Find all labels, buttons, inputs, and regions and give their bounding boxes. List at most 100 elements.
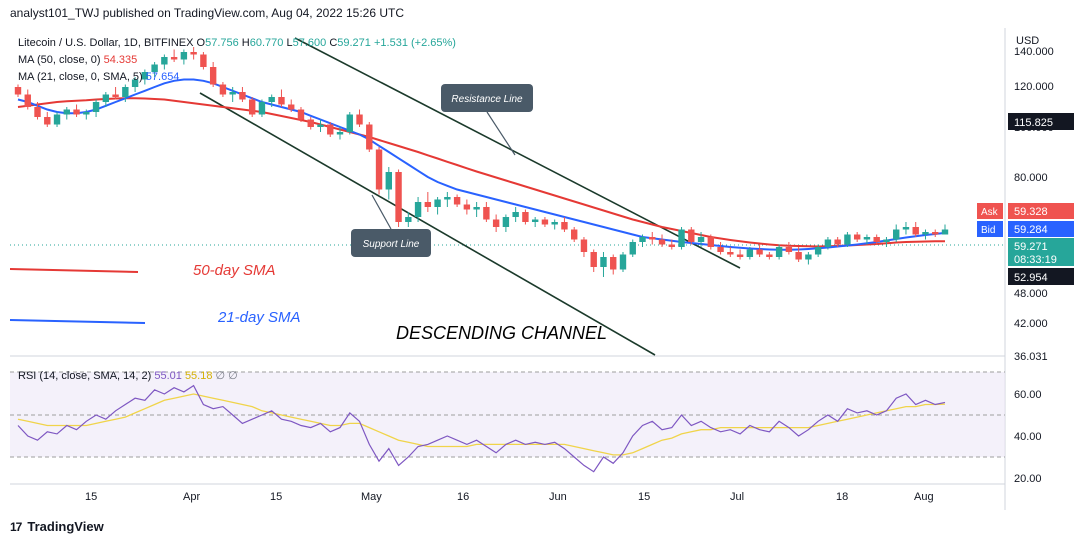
time-tick: 15 (638, 491, 650, 503)
candle-body (444, 197, 451, 200)
candle-body (736, 254, 744, 257)
candle-body (190, 52, 197, 55)
candle-body (63, 109, 70, 115)
candle (502, 214, 510, 232)
candle (288, 99, 295, 112)
candle (278, 89, 285, 107)
candle-body (112, 94, 119, 97)
rsi-lines (17, 384, 946, 473)
rsi-legend: RSI (14, close, SMA, 14, 2) 55.01 55.18 … (18, 370, 238, 382)
candle (814, 244, 822, 257)
candle (44, 112, 51, 127)
candle-body (678, 229, 685, 247)
candle-body (551, 222, 558, 225)
candle-body (209, 67, 217, 85)
candle (639, 234, 646, 247)
candle (112, 87, 119, 100)
sma21-annotation: 21-day SMA (217, 309, 301, 326)
rsi-tick-60: 60.00 (1014, 389, 1042, 401)
candle-body (639, 237, 646, 242)
support-callout[interactable]: Support Line (351, 194, 431, 257)
candle (346, 112, 353, 135)
channel-annotation: DESCENDING CHANNEL (396, 323, 607, 343)
time-tick: Aug (914, 491, 934, 503)
candle (551, 219, 558, 230)
candle (746, 247, 754, 260)
candle (190, 47, 197, 60)
candle-body (336, 132, 344, 135)
candle (766, 252, 773, 260)
candle-body (131, 79, 139, 87)
candle (297, 107, 305, 122)
candle-body (424, 202, 432, 207)
candle-body (668, 244, 675, 247)
candle (736, 249, 744, 260)
support-trendline[interactable] (199, 92, 656, 356)
candle (590, 249, 597, 272)
candle (863, 234, 871, 245)
candle-body (405, 217, 412, 222)
footer-brand[interactable]: 17 TradingView (10, 519, 104, 534)
candle-body (902, 227, 910, 230)
candle (932, 229, 939, 237)
candle (366, 122, 373, 152)
candle (53, 112, 61, 127)
svg-text:59.328: 59.328 (1014, 206, 1048, 218)
candle (463, 199, 471, 215)
candle-body (893, 229, 900, 240)
candle (893, 224, 900, 242)
candle (92, 99, 100, 117)
candle (453, 194, 461, 207)
candle-body (619, 254, 627, 270)
candle-body (385, 172, 392, 190)
ma-price-tag: 52.954 (1008, 268, 1074, 285)
candle-body (492, 219, 500, 227)
candle (805, 252, 812, 265)
candle-body (327, 124, 334, 135)
candle (844, 232, 851, 247)
bid-tag: Bid 59.284 (977, 221, 1074, 237)
candle (248, 97, 256, 117)
candle (531, 217, 539, 227)
svg-text:52.954: 52.954 (1014, 272, 1048, 284)
candle-body (600, 257, 607, 267)
candle-body (863, 237, 871, 240)
candle-body (707, 237, 715, 247)
candle (619, 252, 627, 272)
candle (873, 234, 880, 245)
candle (444, 192, 451, 207)
candle (668, 239, 675, 250)
candle (356, 109, 363, 127)
candle-body (239, 92, 246, 100)
support-callout-label: Support Line (363, 239, 420, 250)
candle (327, 122, 334, 137)
candle (541, 217, 549, 227)
candle-body (297, 109, 305, 120)
candle-body (483, 207, 490, 220)
candle (717, 242, 724, 255)
candle (649, 232, 656, 245)
candle (73, 104, 80, 117)
candle-body (512, 212, 519, 217)
candle-body (122, 87, 129, 97)
candle (307, 117, 314, 130)
candle-body (717, 247, 724, 252)
candle-body (775, 247, 783, 257)
candle (141, 69, 149, 85)
candle (229, 87, 236, 102)
candle (785, 242, 793, 255)
candle-body (473, 207, 480, 210)
candle (775, 244, 783, 260)
symbol-label: Litecoin / U.S. Dollar, 1D, BITFINEX O57… (18, 37, 456, 49)
candle-body (571, 229, 578, 240)
candle-body (697, 237, 705, 242)
candle (161, 54, 168, 70)
candle (853, 232, 861, 242)
candle (571, 227, 578, 242)
resistance-trendline[interactable] (294, 37, 741, 269)
candle-body (502, 217, 510, 227)
candle-body (14, 87, 22, 95)
candle-body (434, 199, 441, 207)
resistance-callout[interactable]: Resistance Line (441, 84, 533, 156)
